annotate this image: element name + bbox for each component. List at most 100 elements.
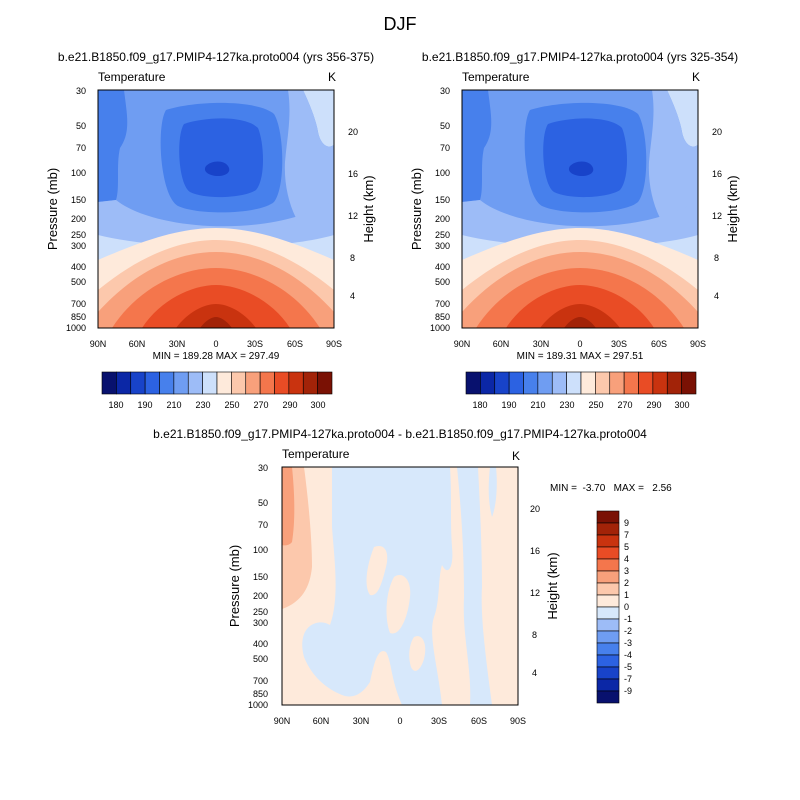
x-tick-label: 60S: [651, 339, 667, 349]
height-tick-label: 20: [712, 127, 722, 137]
y-tick-label: 400: [71, 262, 86, 272]
colorbar-label: 190: [137, 400, 152, 410]
panel-3-ylabel-right: Height (km): [545, 552, 560, 619]
colorbar-label: 180: [108, 400, 123, 410]
y-tick-label: 70: [76, 143, 86, 153]
y-tick-label: 250: [71, 230, 86, 240]
colorbar-swatch: [595, 371, 611, 395]
colorbar-swatch: [596, 558, 620, 572]
colorbar-swatch: [580, 371, 596, 395]
y-tick-label: 500: [253, 654, 268, 664]
panel-2-contour-field: [462, 90, 698, 328]
y-tick-label: 50: [440, 121, 450, 131]
panel-1-title: b.e21.B1850.f09_g17.PMIP4-127ka.proto004…: [58, 50, 374, 64]
y-tick-label: 200: [71, 214, 86, 224]
colorbar-label: 250: [588, 400, 603, 410]
colorbar-label: 2: [624, 578, 629, 588]
colorbar-swatch: [596, 594, 620, 608]
y-tick-label: 30: [258, 463, 268, 473]
height-tick-label: 12: [712, 211, 722, 221]
panel-2-colorbar-labels: 180 190 210 230 250 270 290 300: [472, 400, 689, 410]
height-tick-label: 12: [530, 588, 540, 598]
colorbar-label: 300: [310, 400, 325, 410]
y-tick-label: 150: [71, 195, 86, 205]
y-tick-label: 500: [435, 277, 450, 287]
colorbar-swatch: [666, 371, 682, 395]
panel-3-contour-field: [282, 467, 518, 705]
colorbar-swatch: [173, 371, 189, 395]
colorbar-swatch: [551, 371, 567, 395]
colorbar-label: 190: [501, 400, 516, 410]
colorbar-swatch: [288, 371, 304, 395]
x-tick-label: 90S: [690, 339, 706, 349]
y-tick-label: 150: [253, 572, 268, 582]
colorbar-label: 210: [530, 400, 545, 410]
colorbar-label: 290: [646, 400, 661, 410]
y-tick-label: 300: [435, 241, 450, 251]
y-tick-label: 30: [440, 86, 450, 96]
x-tick-label: 0: [577, 339, 582, 349]
panel-2-title: b.e21.B1850.f09_g17.PMIP4-127ka.proto004…: [422, 50, 738, 64]
colorbar-swatch: [596, 654, 620, 668]
y-tick-label: 1000: [66, 323, 86, 333]
colorbar-swatch: [216, 371, 232, 395]
colorbar-swatch: [681, 371, 697, 395]
colorbar-swatch: [596, 690, 620, 704]
colorbar-swatch: [245, 371, 261, 395]
y-tick-label: 100: [253, 545, 268, 555]
x-tick-label: 0: [213, 339, 218, 349]
x-tick-label: 0: [397, 716, 402, 726]
colorbar-swatch: [596, 570, 620, 584]
colorbar-label: 4: [624, 554, 629, 564]
colorbar-swatch: [159, 371, 175, 395]
x-tick-label: 90N: [274, 716, 291, 726]
colorbar-label: -4: [624, 650, 632, 660]
panel-1-colorbar-labels: 180 190 210 230 250 270 290 300: [108, 400, 325, 410]
y-tick-label: 50: [258, 498, 268, 508]
y-tick-label: 700: [435, 299, 450, 309]
colorbar-label: -9: [624, 686, 632, 696]
y-tick-label: 50: [76, 121, 86, 131]
y-tick-label: 30: [76, 86, 86, 96]
panel-1-y-ticks: 30 50 70 100 150 200 250 300 400 500 700…: [66, 86, 86, 333]
y-tick-label: 70: [440, 143, 450, 153]
panel-3: b.e21.B1850.f09_g17.PMIP4-127ka.proto004…: [153, 427, 672, 726]
y-tick-label: 100: [71, 168, 86, 178]
panel-2-frame: [461, 89, 699, 329]
colorbar-swatch: [537, 371, 553, 395]
y-tick-label: 150: [435, 195, 450, 205]
colorbar-swatch: [494, 371, 510, 395]
figure-title: DJF: [384, 14, 417, 34]
y-tick-label: 400: [253, 639, 268, 649]
panel-1-frame: [97, 89, 335, 329]
panel-1-contour-field: [98, 90, 334, 328]
panel-1-y-ticks-right: 20 16 12 8 4: [348, 127, 358, 301]
panel-2-ylabel: Pressure (mb): [409, 168, 424, 250]
colorbar-label: 0: [624, 602, 629, 612]
colorbar-swatch: [202, 371, 218, 395]
y-tick-label: 500: [71, 277, 86, 287]
height-tick-label: 8: [532, 630, 537, 640]
panel-2-ylabel-right: Height (km): [725, 175, 740, 242]
y-tick-label: 200: [435, 214, 450, 224]
colorbar-label: 270: [617, 400, 632, 410]
x-tick-label: 30N: [353, 716, 370, 726]
colorbar-swatch: [465, 371, 481, 395]
colorbar-swatch: [302, 371, 318, 395]
panel-1-stats: MIN = 189.28 MAX = 297.49: [153, 351, 280, 362]
colorbar-swatch: [652, 371, 668, 395]
x-tick-label: 90N: [90, 339, 107, 349]
colorbar-swatch: [596, 546, 620, 560]
height-tick-label: 16: [348, 169, 358, 179]
height-tick-label: 4: [714, 291, 719, 301]
y-tick-label: 250: [435, 230, 450, 240]
height-tick-label: 4: [532, 668, 537, 678]
height-tick-label: 20: [530, 504, 540, 514]
x-tick-label: 60S: [287, 339, 303, 349]
y-tick-label: 700: [253, 676, 268, 686]
colorbar-label: -7: [624, 674, 632, 684]
panel-1-ylabel: Pressure (mb): [45, 168, 60, 250]
y-tick-label: 850: [71, 312, 86, 322]
height-tick-label: 8: [714, 253, 719, 263]
